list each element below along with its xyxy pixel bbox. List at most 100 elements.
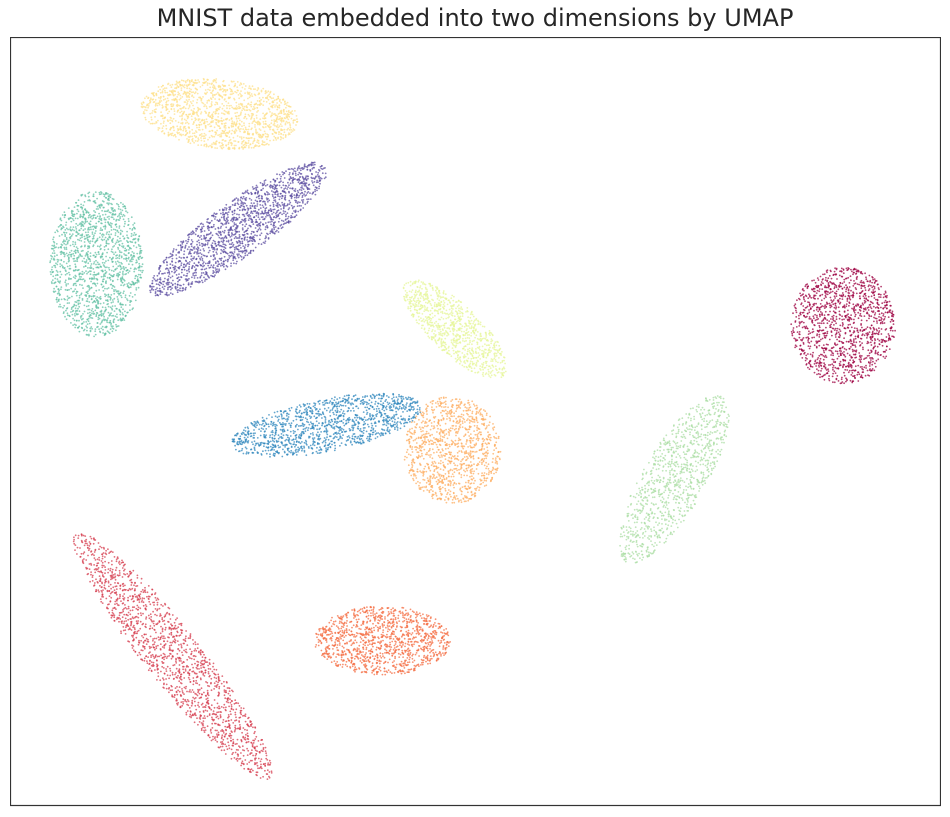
point (273, 135, 276, 138)
point (202, 135, 205, 137)
point (87, 245, 90, 248)
point (103, 193, 106, 196)
point (71, 313, 74, 316)
point (179, 94, 182, 97)
point (104, 293, 106, 296)
point (106, 202, 109, 205)
point (317, 175, 320, 178)
point (97, 300, 100, 303)
point (84, 265, 87, 267)
point (284, 136, 287, 138)
point (226, 88, 229, 91)
point (222, 146, 225, 149)
point (419, 297, 422, 299)
point (272, 216, 275, 219)
point (287, 181, 289, 184)
point (235, 101, 238, 104)
point (273, 99, 276, 102)
point (215, 244, 218, 247)
point (187, 234, 189, 237)
point (177, 121, 180, 124)
point (203, 254, 206, 257)
point (120, 284, 122, 287)
point (186, 256, 189, 258)
point (116, 316, 118, 318)
point (101, 286, 104, 289)
point (138, 256, 141, 258)
point (242, 192, 245, 195)
point (114, 210, 116, 212)
point (199, 223, 202, 225)
point (89, 273, 92, 276)
point (85, 294, 88, 297)
point (248, 213, 251, 216)
point (108, 273, 111, 276)
point (165, 87, 168, 89)
point (194, 140, 197, 142)
point (175, 83, 178, 85)
point (453, 315, 456, 318)
point (214, 94, 216, 96)
point (144, 118, 147, 121)
point (178, 138, 180, 141)
point (264, 90, 267, 93)
point (171, 105, 174, 108)
point (213, 223, 215, 226)
point (142, 101, 145, 104)
point (113, 310, 116, 312)
point (183, 86, 186, 89)
point (66, 295, 69, 298)
point (259, 224, 262, 227)
point (102, 275, 105, 278)
point (254, 221, 257, 224)
point (242, 139, 245, 142)
point (102, 193, 105, 196)
point (106, 276, 109, 279)
point (193, 141, 196, 144)
point (133, 268, 136, 271)
point (115, 241, 118, 244)
point (284, 122, 287, 125)
point (221, 96, 224, 98)
point (251, 142, 254, 145)
point (164, 277, 166, 280)
point (305, 178, 308, 181)
point (288, 203, 291, 206)
point (257, 216, 260, 219)
point (197, 255, 200, 258)
point (446, 303, 449, 306)
point (319, 182, 321, 185)
point (269, 232, 271, 235)
point (476, 331, 479, 333)
point (76, 212, 78, 215)
point (94, 211, 97, 214)
point (424, 286, 427, 289)
point (404, 290, 407, 292)
point (450, 310, 453, 312)
point (274, 120, 277, 122)
point (123, 225, 126, 228)
point (159, 101, 161, 104)
point (100, 192, 103, 194)
point (185, 133, 188, 136)
point (111, 305, 114, 307)
point (185, 119, 188, 122)
point (125, 314, 127, 317)
point (206, 82, 209, 84)
point (439, 318, 442, 321)
point (300, 181, 303, 184)
point (88, 289, 91, 291)
point (422, 324, 424, 327)
point (280, 180, 282, 183)
point (170, 86, 173, 89)
point (105, 245, 107, 247)
point (122, 273, 124, 276)
point (107, 233, 110, 236)
point (79, 283, 81, 286)
point (101, 204, 103, 206)
point (186, 96, 189, 98)
point (424, 331, 427, 334)
point (270, 209, 272, 212)
point (252, 238, 255, 241)
point (138, 245, 141, 247)
